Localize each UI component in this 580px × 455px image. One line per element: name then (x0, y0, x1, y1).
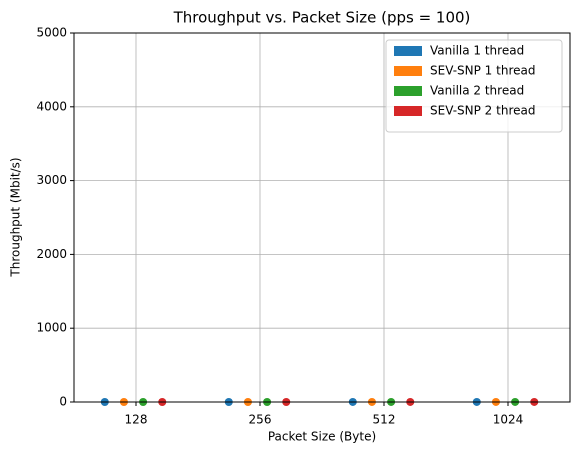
legend-label: Vanilla 2 thread (430, 84, 524, 98)
x-tick-label: 512 (373, 413, 396, 427)
chart-title: Throughput vs. Packet Size (pps = 100) (173, 9, 471, 27)
legend-swatch (394, 46, 422, 56)
x-axis-label: Packet Size (Byte) (268, 430, 376, 444)
legend-swatch (394, 106, 422, 116)
y-tick-label: 2000 (36, 247, 67, 261)
legend-swatch (394, 66, 422, 76)
y-tick-label: 0 (59, 395, 67, 409)
y-tick-label: 1000 (36, 321, 67, 335)
y-axis-label: Throughput (Mbit/s) (9, 157, 23, 277)
legend-label: SEV-SNP 1 thread (430, 64, 535, 78)
x-tick-label: 256 (249, 413, 272, 427)
y-tick-label: 3000 (36, 173, 67, 187)
y-tick-label: 5000 (36, 26, 67, 40)
x-tick-label: 1024 (493, 413, 524, 427)
plot-frame (73, 32, 571, 403)
y-tick-label: 4000 (36, 99, 67, 113)
x-tick-label: 128 (125, 413, 148, 427)
legend-label: Vanilla 1 thread (430, 44, 524, 58)
legend-swatch (394, 86, 422, 96)
legend-label: SEV-SNP 2 thread (430, 104, 535, 118)
legend-box (385, 39, 563, 133)
